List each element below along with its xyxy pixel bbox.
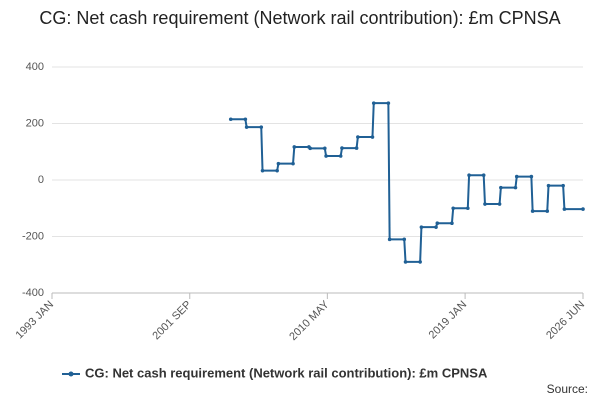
source: Source: — [547, 382, 588, 396]
point — [451, 206, 455, 211]
point — [308, 146, 312, 151]
y-tick-label: -400 — [22, 287, 44, 299]
point — [545, 209, 550, 213]
point — [276, 161, 281, 166]
y-tick-label: 200 — [26, 117, 44, 129]
point — [499, 185, 503, 190]
point — [561, 183, 565, 188]
point — [386, 101, 391, 105]
point — [435, 221, 440, 226]
point — [481, 173, 486, 177]
point — [402, 237, 407, 242]
point — [434, 225, 438, 229]
point — [450, 221, 454, 226]
x-tick-label: 2010 MAY — [287, 298, 332, 343]
point — [291, 161, 295, 166]
point — [497, 202, 502, 206]
point — [338, 154, 343, 158]
line — [230, 102, 583, 263]
point — [370, 135, 375, 139]
legend-label: CG: Net cash requirement (Network rail c… — [85, 365, 488, 380]
point — [419, 225, 424, 229]
chart-title: CG: Net cash requirement (Network rail c… — [39, 8, 561, 28]
x-tick-label: 2019 JAN — [427, 299, 470, 342]
point — [259, 125, 264, 129]
point — [483, 202, 487, 206]
point — [371, 101, 376, 105]
point — [529, 174, 534, 179]
point — [562, 207, 567, 211]
point — [530, 209, 535, 213]
point — [467, 173, 471, 177]
point — [418, 260, 422, 264]
point — [546, 183, 551, 188]
legend-marker — [68, 371, 74, 377]
point — [260, 168, 265, 173]
point — [513, 185, 518, 190]
point — [581, 207, 585, 211]
point — [324, 154, 328, 158]
y-tick-label: 0 — [38, 174, 44, 186]
x-tick-label: 2001 SEP — [150, 299, 194, 343]
point — [243, 117, 248, 122]
point — [403, 260, 408, 264]
point — [514, 174, 519, 179]
point — [356, 135, 360, 139]
point — [354, 146, 359, 150]
point — [323, 146, 327, 151]
x-tick-label: 1993 JAN — [14, 299, 57, 342]
y-tick-label: 400 — [26, 61, 44, 73]
y-tick-label: -200 — [22, 230, 44, 242]
point — [466, 206, 470, 211]
point — [292, 145, 297, 149]
point — [275, 168, 279, 173]
point — [244, 125, 249, 129]
x-tick-label: 2026 JUN — [544, 299, 587, 342]
point — [340, 146, 344, 150]
point — [387, 237, 392, 242]
point — [228, 117, 233, 122]
